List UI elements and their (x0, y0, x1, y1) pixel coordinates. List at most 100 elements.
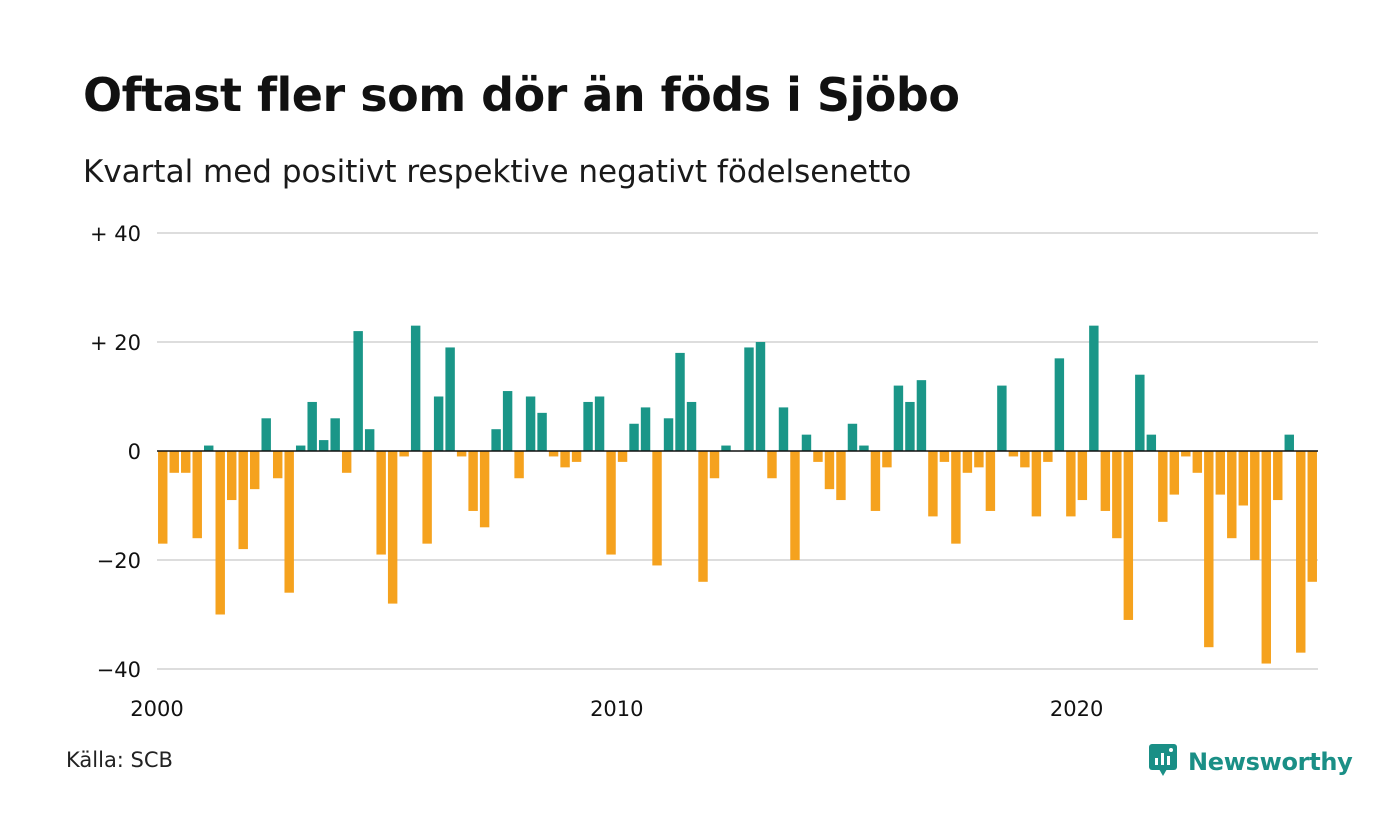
bar-2008-Q2 (537, 412, 547, 451)
bar-2025-Q1 (1307, 451, 1317, 582)
bar-2023-Q3 (1238, 451, 1248, 506)
x-tick-label: 2020 (1050, 697, 1103, 721)
bar-2009-Q2 (583, 401, 593, 451)
bar-2011-Q3 (686, 401, 697, 451)
bar-2001-Q3 (227, 451, 237, 501)
bar-2022-Q1 (1169, 451, 1180, 495)
bar-2005-Q2 (399, 451, 409, 457)
bar-2003-Q1 (295, 445, 306, 451)
bar-2012-Q2 (721, 445, 731, 451)
bar-2006-Q2 (445, 347, 455, 451)
bar-2002-Q4 (284, 451, 294, 593)
bar-2024-Q2 (1273, 451, 1283, 501)
bar-2023-Q2 (1227, 451, 1237, 539)
bar-2009-Q4 (606, 451, 616, 555)
y-axis-tick-labels: + 40 + 20 0 −20 −40 (90, 222, 141, 682)
bar-2000-Q2 (169, 451, 179, 473)
bar-2015-Q1 (847, 423, 858, 451)
bar-2024-Q1 (1261, 451, 1271, 664)
bar-2017-Q3 (962, 451, 973, 473)
bar-2008-Q4 (560, 451, 570, 468)
logo-text: Newsworthy (1188, 748, 1353, 776)
bar-2000-Q3 (181, 451, 191, 473)
bar-2013-Q3 (778, 407, 789, 451)
bar-2014-Q4 (836, 451, 846, 501)
newsworthy-chart-bubble-icon (1148, 743, 1178, 781)
bar-2016-Q3 (916, 380, 927, 451)
bar-2003-Q2 (307, 401, 317, 451)
bar-2002-Q1 (249, 451, 260, 490)
bar-2020-Q2 (1089, 325, 1099, 451)
bar-2017-Q1 (939, 451, 950, 462)
bar-2006-Q3 (456, 451, 467, 457)
bar-2001-Q2 (215, 451, 225, 615)
bar-2005-Q1 (387, 451, 398, 604)
bar-2023-Q4 (1250, 451, 1260, 560)
bar-2016-Q1 (893, 385, 904, 451)
bar-2016-Q2 (905, 401, 915, 451)
bar-2010-Q2 (629, 423, 639, 451)
chart-title: Oftast fler som dör än föds i Sjöbo (83, 68, 960, 122)
bar-2014-Q2 (813, 451, 823, 462)
bar-2021-Q3 (1146, 434, 1157, 451)
bar-2002-Q3 (272, 451, 283, 479)
bar-2006-Q1 (433, 396, 444, 451)
bar-2020-Q4 (1112, 451, 1122, 539)
bar-2004-Q4 (376, 451, 386, 555)
bar-2021-Q1 (1123, 451, 1134, 620)
x-tick-label: 2010 (590, 697, 643, 721)
bar-2013-Q4 (790, 451, 800, 560)
bar-2012-Q1 (709, 451, 720, 479)
bar-2020-Q1 (1077, 451, 1088, 501)
bar-2007-Q4 (514, 451, 524, 479)
bar-2021-Q2 (1135, 374, 1145, 451)
bar-2013-Q2 (767, 451, 777, 479)
y-tick-label: 0 (128, 440, 141, 464)
bar-2008-Q3 (548, 451, 559, 457)
newsworthy-logo[interactable]: Newsworthy (1148, 743, 1353, 781)
bar-2005-Q4 (422, 451, 432, 544)
bar-2019-Q4 (1066, 451, 1076, 517)
bar-2022-Q4 (1204, 451, 1214, 648)
y-tick-label: −20 (97, 549, 141, 573)
bar-2004-Q3 (364, 429, 375, 451)
bar-2012-Q4 (744, 347, 754, 451)
bar-2007-Q3 (502, 391, 513, 451)
bar-2021-Q4 (1158, 451, 1168, 522)
source-note: Källa: SCB (66, 748, 173, 772)
bar-2024-Q3 (1284, 434, 1294, 451)
bar-2003-Q4 (330, 418, 340, 451)
bar-2013-Q1 (755, 342, 766, 451)
bar-2009-Q3 (594, 396, 605, 451)
bar-2008-Q1 (525, 396, 536, 451)
bar-2024-Q4 (1296, 451, 1306, 653)
chart-subtitle: Kvartal med positivt respektive negativt… (83, 154, 912, 190)
bar-2010-Q3 (640, 407, 651, 451)
bar-2007-Q2 (491, 429, 501, 451)
bar-2022-Q2 (1181, 451, 1191, 457)
bar-2014-Q1 (801, 434, 812, 451)
bar-2015-Q2 (859, 445, 869, 451)
bar-2010-Q4 (652, 451, 662, 566)
bar-2011-Q2 (675, 352, 685, 451)
bar-2015-Q4 (882, 451, 892, 468)
bar-2011-Q4 (698, 451, 708, 582)
bar-2018-Q1 (985, 451, 996, 511)
bar-2000-Q1 (158, 451, 168, 544)
bar-2017-Q4 (974, 451, 984, 468)
bar-2009-Q1 (571, 451, 582, 462)
bar-2018-Q4 (1020, 451, 1030, 468)
bar-2017-Q2 (951, 451, 961, 544)
bar-2005-Q3 (410, 325, 421, 451)
bar-2003-Q3 (318, 440, 329, 451)
bar-2020-Q3 (1100, 451, 1111, 511)
bar-2016-Q4 (928, 451, 938, 517)
y-tick-label: + 20 (90, 331, 141, 355)
bar-2018-Q3 (1008, 451, 1019, 457)
bar-2007-Q1 (479, 451, 490, 528)
y-tick-label: −40 (97, 658, 141, 682)
bar-2019-Q3 (1054, 358, 1065, 451)
bars (158, 325, 1317, 664)
x-axis-tick-labels: 2000 2010 2020 (130, 697, 1103, 721)
bar-2004-Q2 (353, 331, 363, 451)
